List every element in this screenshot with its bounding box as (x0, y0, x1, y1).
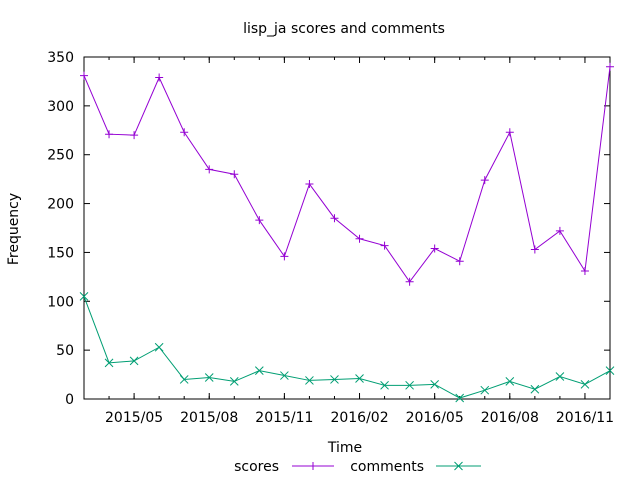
y-tick-label: 300 (47, 99, 74, 115)
data-point-scores (505, 128, 514, 137)
data-point-scores (230, 170, 239, 179)
data-point-comments (380, 380, 389, 390)
data-point-scores (555, 226, 564, 235)
data-point-scores (380, 241, 389, 250)
data-point-scores (130, 131, 139, 140)
y-tick-label: 50 (56, 343, 74, 359)
data-point-comments (154, 342, 164, 352)
data-point-scores (430, 244, 439, 253)
data-point-comments (455, 393, 465, 403)
plot-frame (83, 56, 611, 400)
legend-marker-scores (309, 462, 317, 470)
x-axis-label: Time (327, 440, 362, 456)
x-tick-label: 2016/05 (406, 410, 464, 426)
x-tick-label: 2016/11 (556, 410, 614, 426)
data-point-comments (505, 377, 515, 386)
data-point-scores (205, 165, 214, 174)
data-point-scores (530, 245, 539, 254)
legend: scores comments (234, 459, 481, 475)
data-point-scores (606, 62, 614, 71)
y-tick-label: 350 (47, 50, 74, 66)
x-tick-label: 2016/02 (330, 410, 388, 426)
data-point-comments (129, 356, 139, 366)
data-point-comments (405, 380, 414, 390)
data-point-scores (480, 176, 489, 185)
data-point-scores (155, 73, 164, 82)
y-axis-label: Frequency (6, 193, 22, 265)
data-point-comments (355, 374, 364, 383)
y-tick-label: 200 (47, 197, 74, 213)
data-point-scores (280, 252, 289, 261)
data-point-comments (79, 292, 89, 301)
data-point-comments (480, 385, 490, 395)
data-point-comments (305, 376, 314, 385)
data-point-comments (204, 373, 214, 382)
data-point-scores (305, 180, 314, 189)
data-point-comments (229, 377, 239, 386)
series-line-comments (83, 296, 611, 399)
data-point-scores (105, 130, 114, 139)
y-tick-label: 250 (47, 148, 74, 164)
data-point-comments (430, 379, 440, 389)
legend-label-scores: scores (234, 459, 279, 475)
data-point-comments (254, 366, 264, 376)
data-point-scores (405, 277, 414, 286)
data-point-comments (555, 372, 565, 381)
x-tick-label: 2016/08 (481, 410, 539, 426)
series-line-scores (83, 66, 611, 283)
data-point-scores (180, 128, 189, 137)
x-tick-label: 2015/05 (105, 410, 163, 426)
legend-label-comments: comments (350, 459, 424, 475)
data-point-scores (455, 257, 464, 266)
data-point-scores (80, 71, 88, 80)
data-point-comments (179, 375, 189, 384)
y-tick-label: 150 (47, 245, 74, 261)
x-tick-label: 2015/08 (180, 410, 238, 426)
data-point-comments (104, 358, 114, 368)
y-tick-label: 100 (47, 294, 74, 310)
data-point-comments (280, 371, 289, 380)
data-point-comments (605, 366, 615, 376)
data-point-comments (330, 375, 339, 384)
data-point-comments (580, 379, 590, 389)
data-point-scores (580, 266, 589, 275)
data-point-scores (255, 216, 264, 225)
legend-marker-comments (454, 461, 463, 471)
plot-area: 0 50 100 150 200 250 300 350 2015/05 2015/08 2015/… (47, 50, 615, 426)
data-point-scores (355, 234, 364, 243)
data-point-scores (330, 214, 339, 223)
y-tick-label: 0 (65, 392, 74, 408)
data-point-comments (530, 384, 540, 394)
x-tick-label: 2015/11 (255, 410, 313, 426)
chart-title: lisp_ja scores and comments (243, 21, 445, 37)
